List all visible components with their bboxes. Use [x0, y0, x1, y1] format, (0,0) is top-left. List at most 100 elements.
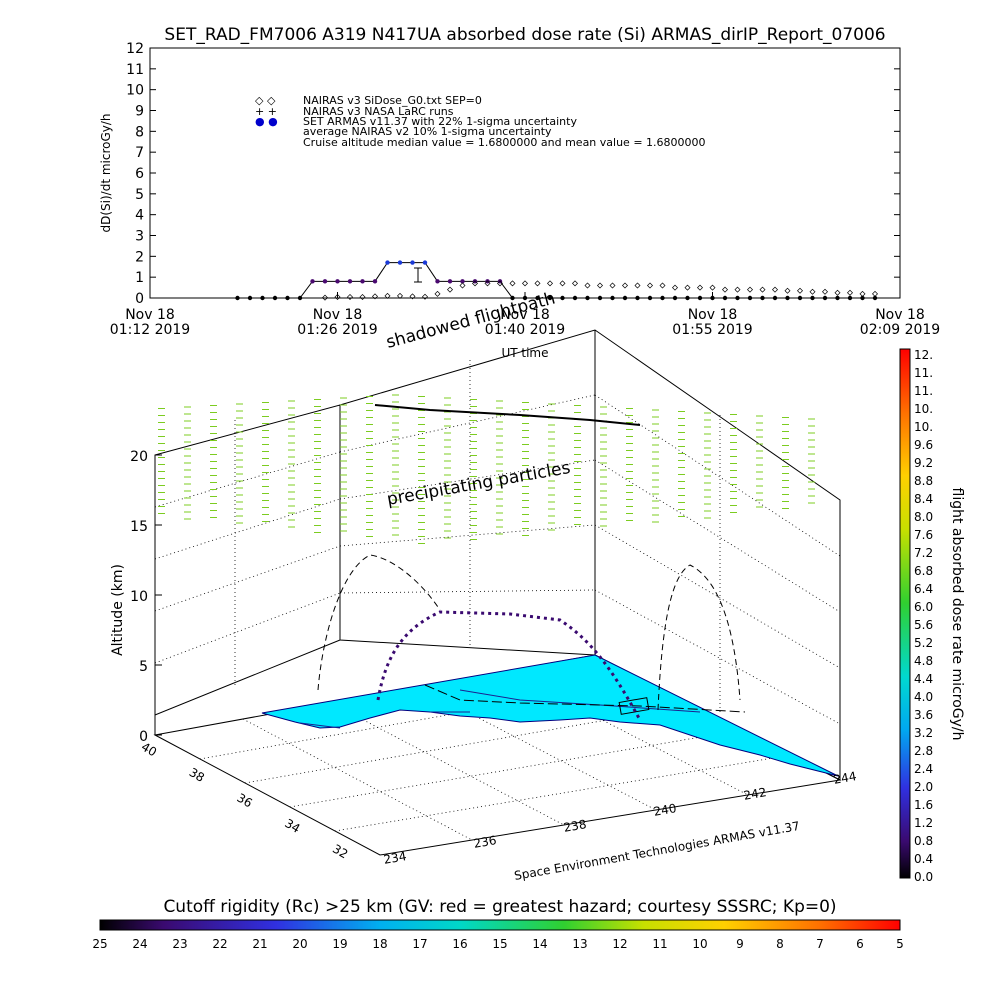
armas-point	[447, 279, 453, 284]
grid-line	[339, 459, 596, 500]
dose-colorbar-tick: 5.6	[914, 618, 933, 632]
rigidity-colorbar-tick: 11	[652, 937, 667, 951]
xtick-label-bottom: 01:55 2019	[672, 322, 752, 338]
armas-point	[385, 260, 390, 265]
nairas-point	[872, 290, 878, 297]
armas-point	[735, 295, 740, 301]
xtick-label-bottom: 01:12 2019	[110, 322, 190, 338]
nairas-point	[497, 280, 503, 287]
timeseries-legend: ◇ ◇ NAIRAS v3 SiDose_G0.txt SEP=0 + + NA…	[255, 94, 706, 149]
grid-line	[154, 545, 341, 612]
nairas-point	[709, 284, 716, 291]
rigidity-colorbar-tick: 24	[132, 937, 147, 951]
flight-3d-panel: 0 5 10 15 20 Altitude (km) 40 38 36 34 32 234 236…	[110, 288, 857, 883]
nairas-point	[734, 286, 741, 293]
dose-colorbar-tick: 8.4	[914, 492, 933, 506]
armas-point	[635, 295, 640, 301]
nairas-point	[772, 286, 778, 293]
grid-line	[339, 589, 596, 594]
armas-point	[722, 295, 728, 301]
dose-colorbar-tick: 7.2	[914, 546, 933, 560]
nairas-point	[659, 282, 666, 289]
figure-title: SET_RAD_FM7006 A319 N417UA absorbed dose…	[164, 25, 885, 45]
rigidity-colorbar-tick: 5	[896, 937, 904, 951]
dose-colorbar-tick: 11.	[914, 366, 933, 380]
armas-point	[710, 295, 715, 301]
ytick-label: 6	[135, 166, 144, 182]
armas-point	[272, 295, 278, 301]
dose-colorbar-tick: 0.8	[914, 834, 933, 848]
longitude-tick-label: 242	[743, 785, 768, 803]
nairas-point	[859, 290, 866, 297]
timeseries-xlabel: UT time	[501, 346, 548, 360]
xtick-label-top: Nov 18	[875, 307, 925, 323]
grid-line	[339, 394, 596, 453]
ytick-label: 1	[135, 270, 144, 286]
rigidity-colorbar-tick: 18	[372, 937, 387, 951]
legend-text-1: NAIRAS v3 NASA LaRC runs	[303, 105, 454, 118]
airport-marker	[618, 697, 650, 715]
armas-point	[747, 295, 753, 301]
timeseries-series	[235, 260, 878, 301]
nairas-point	[634, 282, 641, 289]
rigidity-colorbar-tick: 22	[212, 937, 227, 951]
nairas-point	[622, 282, 628, 289]
rigidity-colorbar-tick: 19	[332, 937, 347, 951]
annotation-precipitating-particles: precipitating particles	[385, 458, 572, 510]
ytick-label: 12	[126, 41, 144, 57]
nairas-point	[784, 287, 791, 294]
nairas-point	[509, 280, 516, 287]
nairas-point	[672, 284, 678, 291]
dose-colorbar-tick: 0.0	[914, 870, 933, 884]
precipitating-particles	[158, 394, 815, 544]
xtick-label-top: Nov 18	[125, 307, 175, 323]
altitude-shadow-curve-left	[317, 554, 441, 691]
longitude-tick-label: 244	[833, 769, 858, 787]
dose-colorbar-tick: 12.	[914, 348, 933, 362]
rigidity-colorbar-tick: 7	[816, 937, 824, 951]
dose-colorbar-tick: 9.2	[914, 456, 933, 470]
armas-point	[435, 279, 440, 284]
longitude-axis: 234 236 238 240 242 244	[383, 769, 858, 867]
ztick-label: 20	[130, 449, 148, 465]
grid-3d	[154, 360, 841, 841]
dose-colorbar-tick: 5.2	[914, 636, 933, 650]
armas-point	[460, 279, 465, 284]
grid-line	[594, 589, 841, 725]
nairas-point	[334, 293, 341, 300]
nairas-point	[684, 284, 691, 291]
nairas-point	[359, 293, 366, 300]
nairas-point	[459, 282, 466, 289]
nairas-point	[609, 282, 616, 289]
nairas-point	[822, 288, 828, 295]
rigidity-colorbar-ticks: 25 24 23 22 21 20 19 18 17 16 15 14 13 12 11 10 9 8 7 6 5	[92, 937, 903, 951]
nairas-point	[397, 292, 403, 299]
dose-colorbar-tick: 8.8	[914, 474, 933, 488]
grid-line	[154, 451, 341, 508]
rigidity-colorbar-tick: 17	[412, 937, 427, 951]
ytick-label: 3	[135, 229, 144, 245]
longitude-tick-label: 234	[383, 849, 408, 867]
grid-line	[334, 754, 792, 832]
rigidity-colorbar-tick: 21	[252, 937, 267, 951]
ytick-label: 7	[135, 145, 144, 161]
map-land-region	[261, 654, 839, 777]
nairas-point	[484, 280, 491, 287]
armas-point	[610, 295, 615, 301]
rigidity-colorbar-tick: 16	[452, 937, 467, 951]
armas-point	[572, 295, 578, 301]
grid-line	[594, 394, 841, 557]
rigidity-colorbar-tick: 25	[92, 937, 107, 951]
rigidity-colorbar-tick: 23	[172, 937, 187, 951]
nairas-point	[809, 288, 816, 295]
nairas-point	[447, 286, 453, 293]
ztick-label: 0	[139, 729, 148, 745]
nairas-point	[384, 292, 391, 299]
ztick-label: 10	[130, 589, 148, 605]
dose-colorbar-tick: 6.8	[914, 564, 933, 578]
shadowed-flightpath-line	[374, 404, 641, 426]
dose-colorbar-tick: 7.6	[914, 528, 933, 542]
